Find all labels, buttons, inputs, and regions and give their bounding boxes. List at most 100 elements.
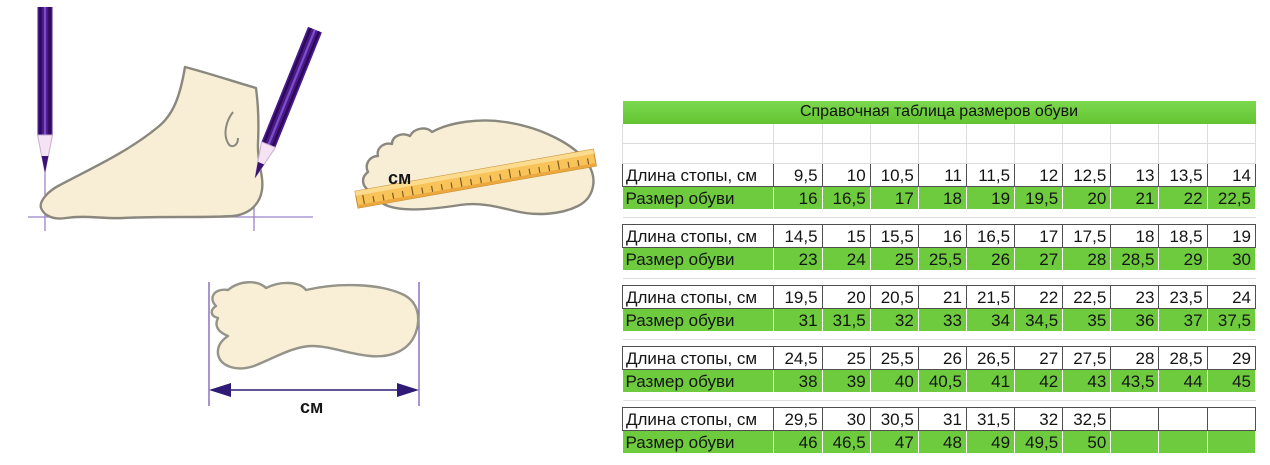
shoe-size-cell: 46 [773, 430, 823, 453]
block-gap-row [622, 270, 1256, 286]
foot-length-label: Длина стопы, см [621, 346, 775, 370]
foot-length-cell: 24 [1206, 285, 1257, 309]
foot-length-cell: 13 [1110, 163, 1160, 187]
foot-length-row: Длина стопы, см 9,5 10 10,5 11 11,5 12 12,5 13 13… [621, 163, 1257, 187]
shoe-size-cell: 25 [869, 247, 919, 270]
foot-length-cell: 11,5 [965, 163, 1016, 187]
foot-length-cell: 32 [1014, 407, 1064, 431]
pencil-left-icon [36, 7, 54, 174]
grid-spacer-row [621, 143, 1257, 164]
shoe-size-cell: 19 [965, 186, 1016, 209]
shoe-size-cell: 44 [1158, 369, 1208, 392]
foot-length-cell: 26,5 [965, 346, 1016, 370]
foot-length-cell: 13,5 [1158, 163, 1208, 187]
foot-length-cell: 15,5 [869, 224, 919, 248]
foot-outline [39, 65, 264, 220]
shoe-size-cell: 39 [821, 369, 871, 392]
foot-length-cell: 11 [917, 163, 967, 187]
shoe-size-cell: 27 [1014, 247, 1064, 270]
foot-side-measure-illustration [28, 7, 322, 231]
foot-length-cell: 15 [821, 224, 871, 248]
extent-lines [208, 282, 420, 406]
shoe-size-cell: 49,5 [1014, 430, 1064, 453]
shoe-size-row: Размер обуви 46 46,5 47 48 49 49,5 50 [622, 430, 1257, 453]
foot-length-cell: 18,5 [1158, 224, 1208, 248]
shoe-size-cell: 38 [773, 369, 823, 392]
foot-length-cell: 22 [1014, 285, 1064, 309]
foot-length-cell: 21,5 [965, 285, 1016, 309]
foot-length-cell: 27,5 [1062, 346, 1112, 370]
shoe-size-cell: 35 [1062, 308, 1112, 331]
shoe-size-row: Размер обуви 23 24 25 25,5 26 27 28 28,5 29 30 [622, 247, 1257, 270]
foot-length-cell: 23,5 [1158, 285, 1208, 309]
block-gap-row [622, 392, 1256, 408]
foot-length-label: Длина стопы, см [621, 285, 775, 309]
shoe-size-cell: 45 [1206, 369, 1257, 392]
shoe-size-cell [1110, 430, 1160, 453]
shoe-size-row: Размер обуви 16 16,5 17 18 19 19,5 20 21 22 22,5 [622, 186, 1257, 209]
foot-length-cell [1206, 407, 1257, 431]
shoe-size-cell: 28 [1062, 247, 1112, 270]
foot-length-cell [1110, 407, 1160, 431]
shoe-size-cell: 19,5 [1014, 186, 1064, 209]
foot-length-cell: 25 [821, 346, 871, 370]
shoe-size-cell: 21 [1110, 186, 1160, 209]
shoe-size-cell: 29 [1158, 247, 1208, 270]
foot-length-cell: 9,5 [773, 163, 823, 187]
shoe-size-cell: 43,5 [1110, 369, 1160, 392]
foot-length-cell: 27 [1014, 346, 1064, 370]
shoe-size-cell: 28,5 [1110, 247, 1160, 270]
foot-length-cell: 26 [917, 346, 967, 370]
block-gap-row [622, 331, 1256, 347]
shoe-size-cell: 50 [1062, 430, 1112, 453]
foot-length-cell: 32,5 [1062, 407, 1112, 431]
shoe-size-cell: 25,5 [917, 247, 967, 270]
foot-length-cell: 12,5 [1062, 163, 1112, 187]
foot-length-cell: 25,5 [869, 346, 919, 370]
grid-spacer-row [621, 124, 1257, 144]
shoe-size-cell: 34 [965, 308, 1016, 331]
shoe-size-cell: 22,5 [1206, 186, 1257, 209]
shoe-size-cell: 23 [773, 247, 823, 270]
shoe-size-label: Размер обуви [622, 247, 775, 270]
foot-sole-ruler-illustration: см [354, 119, 597, 216]
footprint-length-arrow-illustration: см [208, 281, 420, 417]
foot-length-row: Длина стопы, см 29,5 30 30,5 31 31,5 32 32,5 [621, 407, 1257, 431]
foot-length-cell: 16,5 [965, 224, 1016, 248]
shoe-size-cell: 32 [869, 308, 919, 331]
shoe-size-row: Размер обуви 38 39 40 40,5 41 42 43 43,5 44 45 [622, 369, 1257, 392]
shoe-size-cell: 49 [965, 430, 1016, 453]
shoe-size-cell: 47 [869, 430, 919, 453]
foot-length-label: Длина стопы, см [621, 163, 775, 187]
shoe-size-cell: 37 [1158, 308, 1208, 331]
shoe-size-label: Размер обуви [622, 369, 775, 392]
shoe-size-row: Размер обуви 31 31,5 32 33 34 34,5 35 36 37 37,5 [622, 308, 1257, 331]
shoe-size-cell: 16 [773, 186, 823, 209]
shoe-size-cell: 17 [869, 186, 919, 209]
shoe-size-cell: 20 [1062, 186, 1112, 209]
shoe-size-cell: 46,5 [821, 430, 871, 453]
shoe-size-cell: 48 [917, 430, 967, 453]
foot-length-cell: 31,5 [965, 407, 1016, 431]
foot-length-cell: 16 [917, 224, 967, 248]
foot-length-cell: 29,5 [773, 407, 823, 431]
shoe-size-cell [1206, 430, 1257, 453]
foot-length-cell: 19,5 [773, 285, 823, 309]
pencil-right-icon [254, 26, 322, 179]
foot-length-cell: 14 [1206, 163, 1257, 187]
ankle-mark [224, 111, 239, 148]
foot-length-cell: 21 [917, 285, 967, 309]
arrow-unit-label: см [300, 397, 323, 417]
shoe-size-cell [1158, 430, 1208, 453]
foot-length-cell: 22,5 [1062, 285, 1112, 309]
shoe-size-cell: 26 [965, 247, 1016, 270]
foot-length-cell: 12 [1014, 163, 1064, 187]
footprint-outline [210, 281, 420, 370]
foot-length-cell: 19 [1206, 224, 1257, 248]
foot-length-cell: 23 [1110, 285, 1160, 309]
shoe-size-cell: 34,5 [1014, 308, 1064, 331]
foot-length-cell: 29 [1206, 346, 1257, 370]
shoe-size-cell: 22 [1158, 186, 1208, 209]
foot-length-cell: 17,5 [1062, 224, 1112, 248]
shoe-size-cell: 42 [1014, 369, 1064, 392]
